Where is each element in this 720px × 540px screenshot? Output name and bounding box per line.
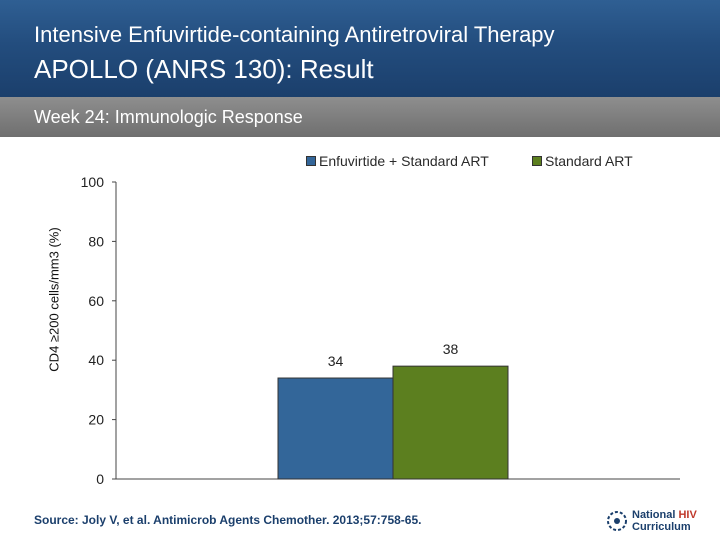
- legend-swatch-standard-art: [532, 156, 542, 166]
- bar-enfuvirtide: [277, 377, 394, 480]
- data-label-enfuvirtide: 34: [328, 353, 344, 369]
- logo-word-curriculum: Curriculum: [632, 521, 691, 533]
- header-bar: [0, 0, 720, 97]
- data-label-standard-art: 38: [443, 341, 459, 357]
- source-citation: Source: Joly V, et al. Antimicrob Agents…: [34, 513, 422, 527]
- logo-text: National HIV Curriculum: [632, 509, 697, 533]
- chart-data-labels: 34 38: [328, 341, 459, 369]
- legend-item-standard-art: Standard ART: [532, 153, 633, 169]
- y-tick-label: 100: [81, 174, 105, 190]
- national-hiv-curriculum-logo: National HIV Curriculum: [606, 509, 697, 533]
- subheader-bar: [0, 97, 720, 137]
- legend-item-enfuvirtide: Enfuvirtide + Standard ART: [306, 153, 489, 169]
- logo-word-national: National: [632, 509, 676, 521]
- logo-icon: [607, 511, 627, 531]
- chart-bars: [277, 365, 509, 480]
- y-tick-label: 40: [88, 352, 104, 368]
- y-tick-label: 80: [88, 233, 104, 249]
- page-title-line1: Intensive Enfuvirtide-containing Antiret…: [34, 22, 555, 47]
- page-title-line2: APOLLO (ANRS 130): Result: [34, 54, 374, 84]
- y-tick-label: 60: [88, 293, 104, 309]
- logo-word-hiv: HIV: [678, 509, 697, 521]
- legend-swatch-enfuvirtide: [306, 156, 316, 166]
- bar-standard-art: [392, 365, 509, 480]
- legend-label-enfuvirtide: Enfuvirtide + Standard ART: [319, 153, 489, 169]
- y-tick-label: 20: [88, 412, 104, 428]
- legend-label-standard-art: Standard ART: [545, 153, 633, 169]
- subheader-label: Week 24: Immunologic Response: [34, 107, 303, 127]
- y-tick-label: 0: [96, 471, 104, 487]
